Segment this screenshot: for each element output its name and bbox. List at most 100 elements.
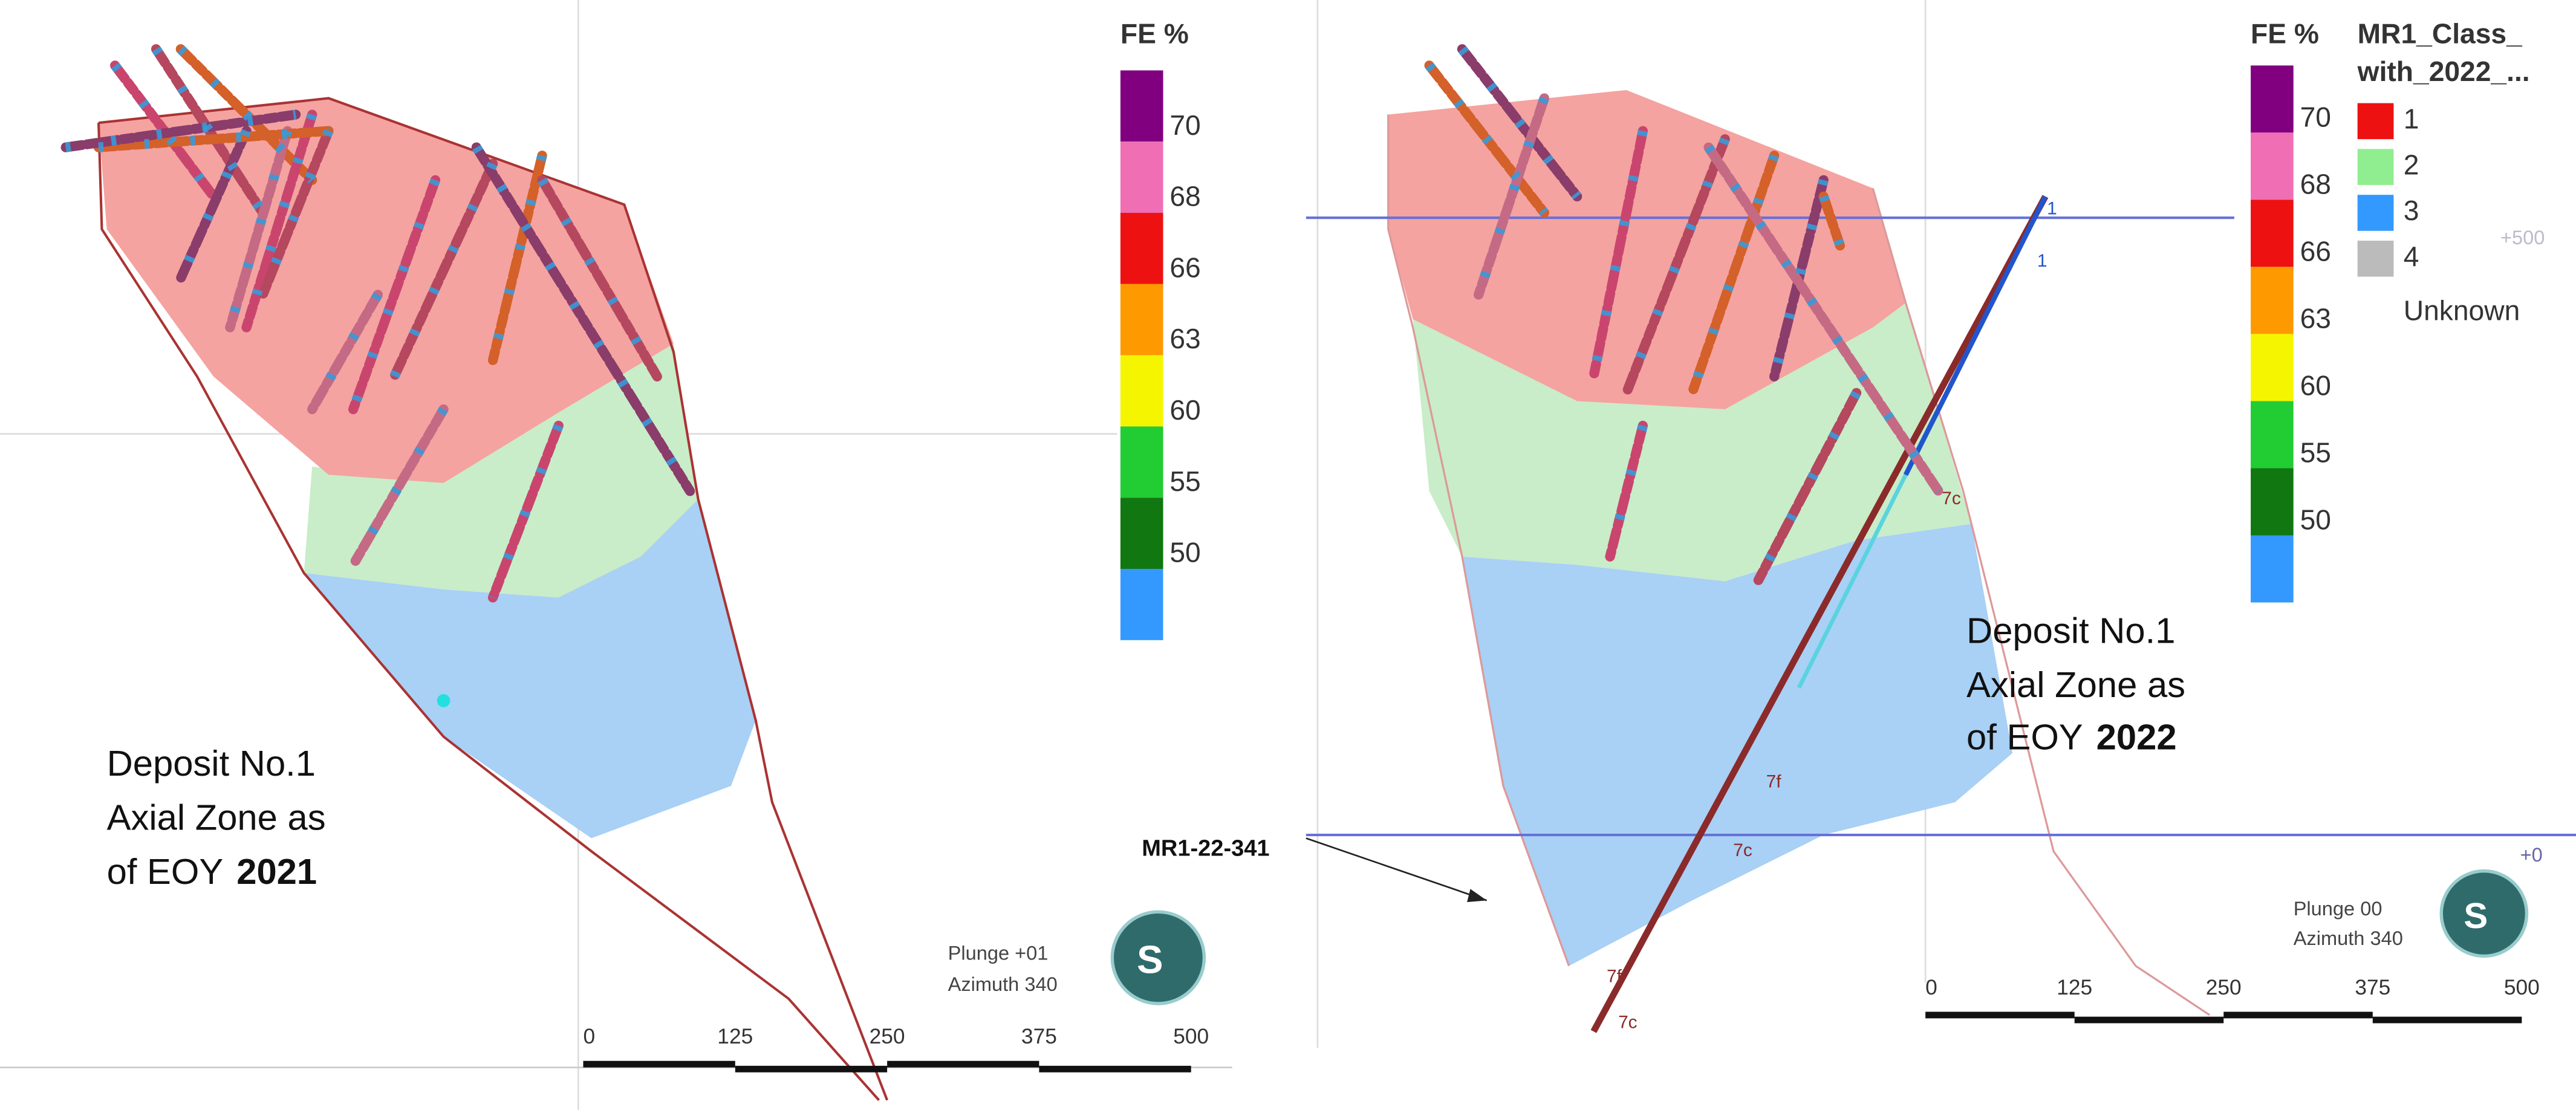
scale-segment <box>2372 1016 2522 1024</box>
color-swatch <box>1120 426 1163 498</box>
scale-segment <box>583 1060 735 1068</box>
outline <box>1872 187 2211 1016</box>
class-label: 1 <box>2404 103 2419 135</box>
scale-label: 375 <box>2355 976 2390 999</box>
color-swatch <box>1120 284 1163 355</box>
color-swatch <box>1120 141 1163 213</box>
orientation: Azimuth 340 <box>948 973 1058 995</box>
green-zone <box>304 343 698 598</box>
drill-hole <box>175 126 252 284</box>
caption: Deposit No.1 <box>1966 611 2175 651</box>
legend-label: 66 <box>2300 235 2331 267</box>
class-legend-title: MR1_Class_ <box>2358 18 2523 50</box>
color-swatch <box>2251 65 2294 133</box>
scale-label: 500 <box>1173 1025 1209 1048</box>
hole-label: 1 <box>2037 251 2047 271</box>
legend-label: 63 <box>1169 323 1200 354</box>
drill-hole <box>487 151 547 365</box>
elevation-label: +0 <box>2520 844 2543 866</box>
caption: Axial Zone as <box>1966 664 2185 705</box>
drill-hole <box>471 142 695 496</box>
hole-label: 7c <box>1942 488 1961 508</box>
drill-hole-accent <box>241 113 317 329</box>
orientation: Plunge +01 <box>948 942 1049 964</box>
scale-label: 375 <box>1021 1025 1057 1048</box>
orientation: Plunge 00 <box>2294 898 2382 920</box>
scale-segment <box>887 1060 1039 1068</box>
class-label: 4 <box>2404 241 2419 272</box>
caption-year: 2021 <box>236 851 317 892</box>
drill-hole <box>537 175 662 381</box>
drill-hole <box>1621 134 1730 398</box>
scale-label: 125 <box>2057 976 2092 999</box>
scale-label: 250 <box>870 1025 905 1048</box>
legend-label: 68 <box>2300 168 2331 200</box>
drill-hole <box>307 290 383 415</box>
elevation-label: +500 <box>2500 227 2545 248</box>
drill-hole <box>389 158 498 381</box>
scale-label: 500 <box>2504 976 2540 999</box>
scale-label: 250 <box>2206 976 2242 999</box>
class-label: 3 <box>2404 195 2419 226</box>
class-legend: 1 2 3 4 Unknown <box>2357 103 2520 326</box>
legend-title: FE % <box>2251 18 2319 50</box>
legend-label: 70 <box>2300 101 2331 132</box>
legend-label: 55 <box>2300 437 2331 469</box>
color-swatch <box>2251 468 2294 536</box>
legend-label: 70 <box>1169 109 1200 141</box>
class-label: 2 <box>2404 149 2419 180</box>
hole-label: 7c <box>1618 1012 1638 1032</box>
caption: of EOY <box>107 851 224 892</box>
legend-label: 50 <box>2300 504 2331 536</box>
color-swatch <box>2251 334 2294 401</box>
callout-label: MR1-22-341 <box>1142 836 1269 862</box>
legend-label: 68 <box>1169 181 1200 212</box>
point <box>437 694 450 707</box>
class-label: Unknown <box>2404 294 2520 326</box>
hole-label: 7f <box>1766 771 1782 791</box>
drill-holes <box>60 44 1944 707</box>
scale-segment <box>1039 1065 1191 1073</box>
scale-segment <box>735 1065 888 1073</box>
legend-title: FE % <box>1120 18 1189 50</box>
class-legend-title: with_2022_... <box>2357 56 2530 87</box>
color-swatch <box>2251 401 2294 469</box>
drill-hole <box>348 404 449 570</box>
legend-label: 50 <box>1169 537 1200 568</box>
color-swatch <box>2251 535 2294 603</box>
hole-labels: 1 1 7c 7f 7c 7f 7c <box>1607 199 2057 1033</box>
logo-text: S <box>2464 895 2488 936</box>
drill-hole <box>1605 420 1648 562</box>
scale-bar: 0 125 250 375 500 <box>1925 976 2540 1024</box>
arrow-head <box>1467 889 1487 903</box>
hole-label: 7f <box>1607 967 1622 987</box>
legend-label: 60 <box>2300 369 2331 401</box>
scale-label: 0 <box>583 1025 595 1048</box>
callout-arrow <box>1306 837 1488 901</box>
legend-label: 63 <box>2300 302 2331 334</box>
outline <box>1387 114 1570 967</box>
drill-hole <box>1687 151 1780 398</box>
color-bar: 70 68 66 63 60 55 50 <box>1120 70 1201 640</box>
color-swatch <box>1120 213 1163 284</box>
color-swatch <box>2251 267 2294 334</box>
caption-year: 2022 <box>2096 717 2177 758</box>
legend-label: 66 <box>1169 252 1200 284</box>
drill-hole-accent <box>177 45 316 184</box>
orientation: Azimuth 340 <box>2294 927 2403 949</box>
logo-text: S <box>1137 938 1163 982</box>
logo <box>1110 910 1206 1005</box>
color-swatch <box>1120 355 1163 427</box>
class-swatch <box>2357 195 2394 231</box>
color-swatch <box>1120 569 1163 640</box>
outline <box>98 97 888 1101</box>
drill-hole <box>225 126 293 333</box>
drill-hole-accent <box>488 424 564 600</box>
blue-zone <box>304 499 756 839</box>
drill-hole <box>348 175 441 415</box>
color-swatch <box>1120 498 1163 570</box>
caption: Deposit No.1 <box>107 743 316 784</box>
drill-hole <box>1703 142 1944 496</box>
